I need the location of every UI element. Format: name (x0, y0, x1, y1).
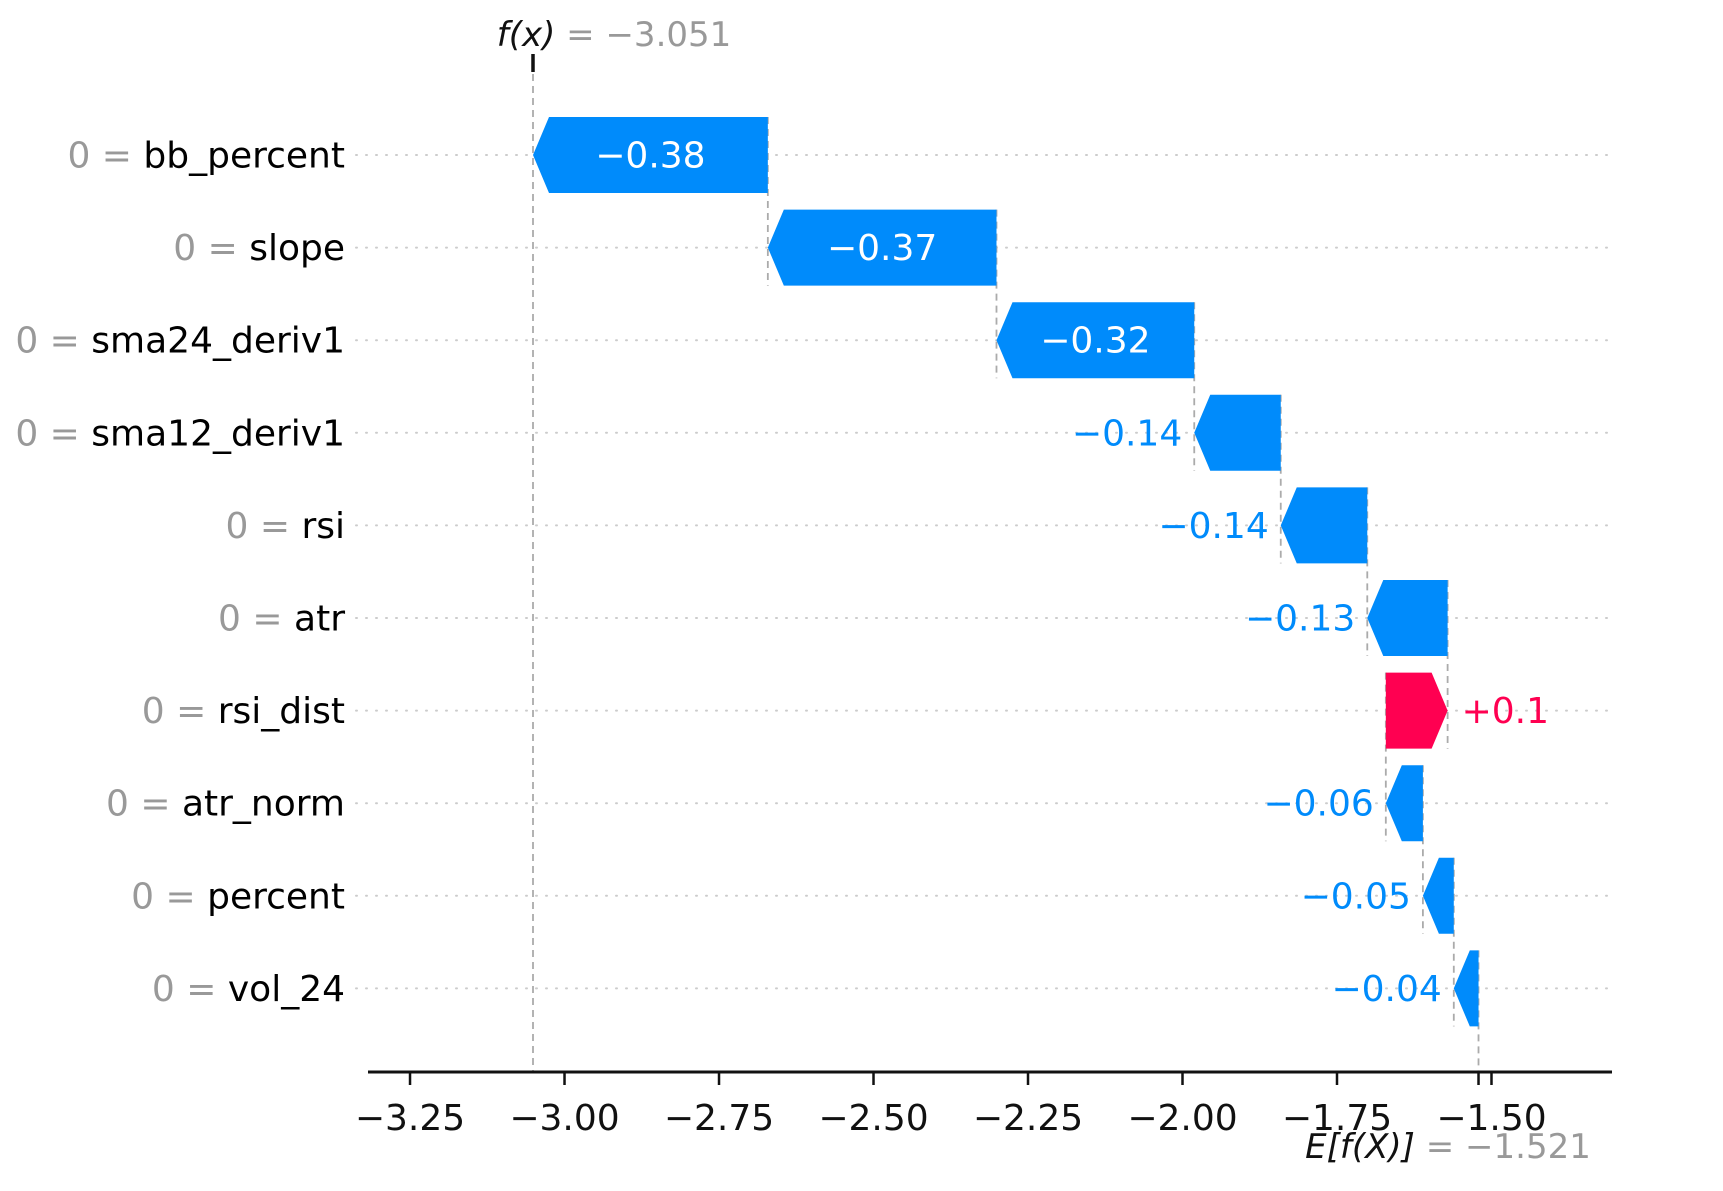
feature-name-text: sma24_deriv1 (91, 321, 345, 362)
bar-rsi_dist (1385, 672, 1448, 749)
feature-name-text: bb_percent (143, 136, 345, 177)
bar-value-label-sma24_deriv1: −0.32 (1040, 321, 1150, 362)
bar-sma12_deriv1 (1194, 394, 1281, 471)
bar-value-label-vol_24: −0.04 (1331, 969, 1441, 1010)
bar-bb_percent (533, 117, 768, 193)
fx-title-function: f(x) (497, 15, 556, 55)
bars-layer (533, 117, 1479, 1027)
feature-name-text: percent (207, 876, 345, 917)
feature-label-rsi_dist: 0 = rsi_dist (142, 691, 345, 732)
x-axis-layer: −3.25 −3.00 −2.75 −2.50 −2.25 −2.00 −1.75 −1.50 (355, 54, 1612, 1139)
feature-value-text: 0 = (67, 136, 143, 177)
bar-value-label-rsi: −0.14 (1158, 506, 1268, 547)
feature-name-text: rsi_dist (218, 691, 345, 732)
x-axis-tick-label-1: −3.00 (509, 1098, 619, 1139)
bar-percent (1422, 857, 1454, 934)
x-axis-tick-label-5: −2.00 (1127, 1098, 1237, 1139)
feature-value-text: 0 = (152, 969, 228, 1010)
bar-slope (767, 209, 997, 286)
feature-label-percent: 0 = percent (131, 876, 345, 917)
bar-rsi (1280, 487, 1368, 564)
x-axis-tick-label-0: −3.25 (355, 1098, 465, 1139)
feature-name-text: slope (249, 228, 345, 269)
feature-value-text: 0 = (142, 691, 218, 732)
feature-value-text: 0 = (131, 876, 207, 917)
connector-lines-layer (532, 74, 1480, 1072)
feature-value-text: 0 = (218, 599, 294, 640)
bar-value-label-percent: −0.05 (1301, 876, 1411, 917)
feature-value-text: 0 = (15, 413, 91, 454)
feature-value-text: 0 = (225, 506, 301, 547)
feature-label-sma24_deriv1: 0 = sma24_deriv1 (15, 321, 345, 362)
x-axis-tick-label-3: −2.50 (818, 1098, 928, 1139)
bar-atr (1367, 580, 1448, 656)
feature-label-bb_percent: 0 = bb_percent (67, 136, 345, 177)
expected-value-label: E[f(X)] (1305, 1127, 1415, 1167)
bar-value-label-sma12_deriv1: −0.14 (1072, 413, 1182, 454)
fx-title: f(x) = −3.051 (497, 15, 732, 55)
feature-label-slope: 0 = slope (173, 228, 345, 269)
feature-label-sma12_deriv1: 0 = sma12_deriv1 (15, 413, 345, 454)
feature-name-text: atr (294, 599, 345, 640)
feature-name-text: sma12_deriv1 (91, 413, 345, 454)
feature-label-vol_24: 0 = vol_24 (152, 969, 345, 1010)
bar-value-label-atr: −0.13 (1245, 599, 1355, 640)
feature-value-text: 0 = (173, 228, 249, 269)
expected-value-number: = −1.521 (1415, 1127, 1591, 1167)
bar-value-label-slope: −0.37 (827, 228, 937, 269)
expected-value-annotation: E[f(X)] = −1.521 (1305, 1127, 1591, 1167)
bar-value-label-rsi_dist: +0.1 (1462, 691, 1549, 732)
feature-value-text: 0 = (15, 321, 91, 362)
feature-label-atr: 0 = atr (218, 599, 345, 640)
bar-value-label-bb_percent: −0.38 (595, 136, 705, 177)
feature-name-text: vol_24 (228, 969, 345, 1010)
x-axis-tick-label-7: −1.50 (1436, 1098, 1546, 1139)
bar-atr_norm (1385, 765, 1423, 842)
feature-label-rsi: 0 = rsi (225, 506, 345, 547)
x-axis-tick-label-2: −2.75 (664, 1098, 774, 1139)
feature-name-text: rsi (301, 506, 345, 547)
feature-label-atr_norm: 0 = atr_norm (106, 784, 345, 825)
feature-name-text: atr_norm (182, 784, 345, 825)
fx-title-value: = −3.051 (555, 15, 731, 55)
x-axis-tick-label-6: −1.75 (1282, 1098, 1392, 1139)
bar-value-labels-layer: −0.38 −0.37 −0.32 −0.14 −0.14 −0.13 +0.1 −0.06 −… (595, 136, 1549, 1010)
x-axis-tick-label-4: −2.25 (973, 1098, 1083, 1139)
bar-value-label-atr_norm: −0.06 (1263, 784, 1373, 825)
bar-sma24_deriv1 (996, 302, 1195, 379)
bar-vol_24 (1453, 950, 1479, 1027)
feature-value-text: 0 = (106, 784, 182, 825)
